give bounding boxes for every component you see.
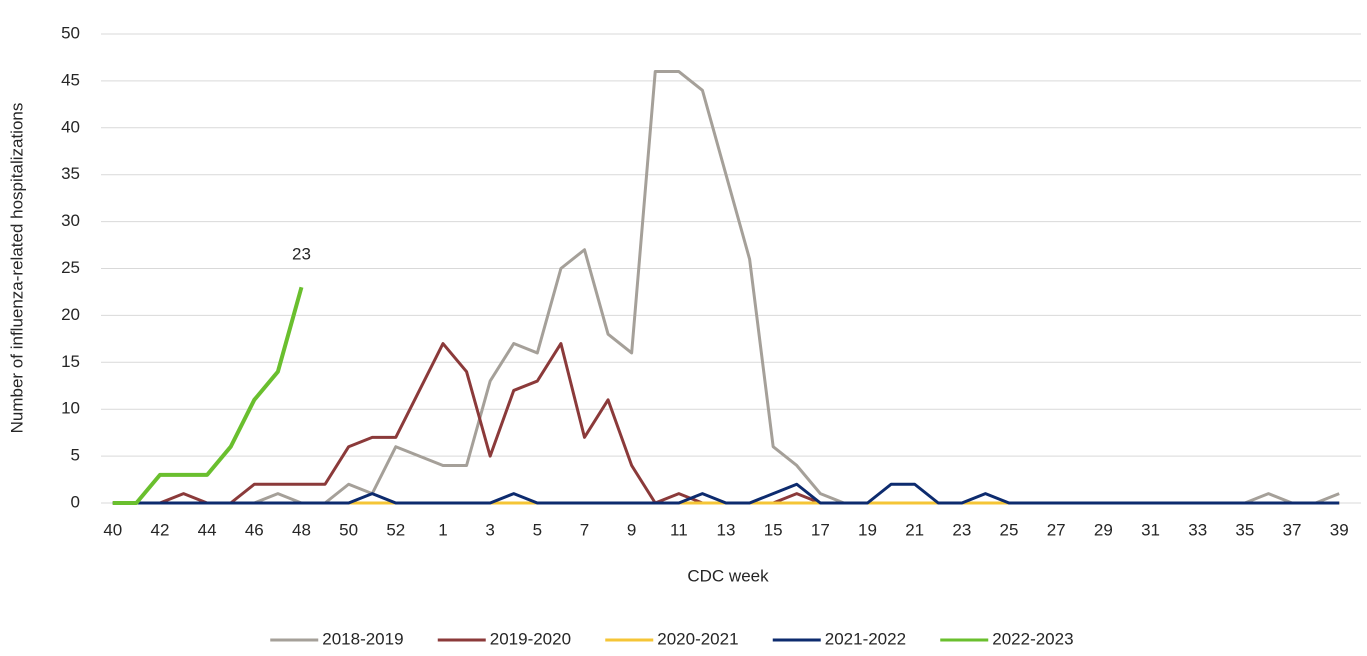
x-tick-label: 5 [533, 520, 542, 539]
x-axis-label: CDC week [687, 566, 769, 585]
x-tick-label: 48 [292, 520, 311, 539]
x-tick-label: 15 [764, 520, 783, 539]
y-tick-label: 50 [61, 23, 80, 42]
x-tick-label: 19 [858, 520, 877, 539]
x-tick-label: 9 [627, 520, 636, 539]
y-tick-label: 35 [61, 164, 80, 183]
x-tick-label: 1 [438, 520, 447, 539]
y-tick-label: 25 [61, 258, 80, 277]
x-tick-label: 35 [1235, 520, 1254, 539]
y-tick-label: 30 [61, 211, 80, 230]
x-tick-label: 25 [1000, 520, 1019, 539]
x-tick-label: 29 [1094, 520, 1113, 539]
y-tick-label: 10 [61, 399, 80, 418]
series-line [112, 482, 1340, 505]
series-line [112, 286, 304, 505]
x-tick-label: 23 [952, 520, 971, 539]
x-tick-label: 3 [485, 520, 494, 539]
x-tick-label: 33 [1188, 520, 1207, 539]
x-tick-label: 21 [905, 520, 924, 539]
y-tick-label: 5 [71, 446, 80, 465]
x-tick-label: 7 [580, 520, 589, 539]
x-tick-label: 31 [1141, 520, 1160, 539]
legend-label: 2019-2020 [490, 629, 571, 648]
y-tick-label: 15 [61, 352, 80, 371]
x-tick-label: 50 [339, 520, 358, 539]
y-tick-label: 0 [71, 492, 80, 511]
x-tick-label: 17 [811, 520, 830, 539]
x-tick-label: 27 [1047, 520, 1066, 539]
y-tick-label: 40 [61, 117, 80, 136]
series-line [112, 70, 1340, 505]
x-tick-label: 42 [151, 520, 170, 539]
x-tick-label: 40 [103, 520, 122, 539]
x-tick-label: 11 [670, 520, 688, 539]
x-tick-label: 39 [1330, 520, 1349, 539]
x-tick-label: 52 [386, 520, 405, 539]
y-tick-label: 20 [61, 305, 80, 324]
legend-label: 2021-2022 [825, 629, 906, 648]
x-tick-label: 44 [198, 520, 217, 539]
x-tick-label: 46 [245, 520, 264, 539]
legend-label: 2022-2023 [992, 629, 1073, 648]
y-tick-label: 45 [61, 70, 80, 89]
data-label: 23 [292, 245, 311, 264]
legend-label: 2018-2019 [322, 629, 403, 648]
x-tick-label: 13 [717, 520, 736, 539]
x-tick-label: 37 [1283, 520, 1302, 539]
legend-label: 2020-2021 [657, 629, 738, 648]
series-line [112, 342, 1340, 505]
y-axis-label: Number of influenza-related hospitalizat… [7, 103, 26, 434]
